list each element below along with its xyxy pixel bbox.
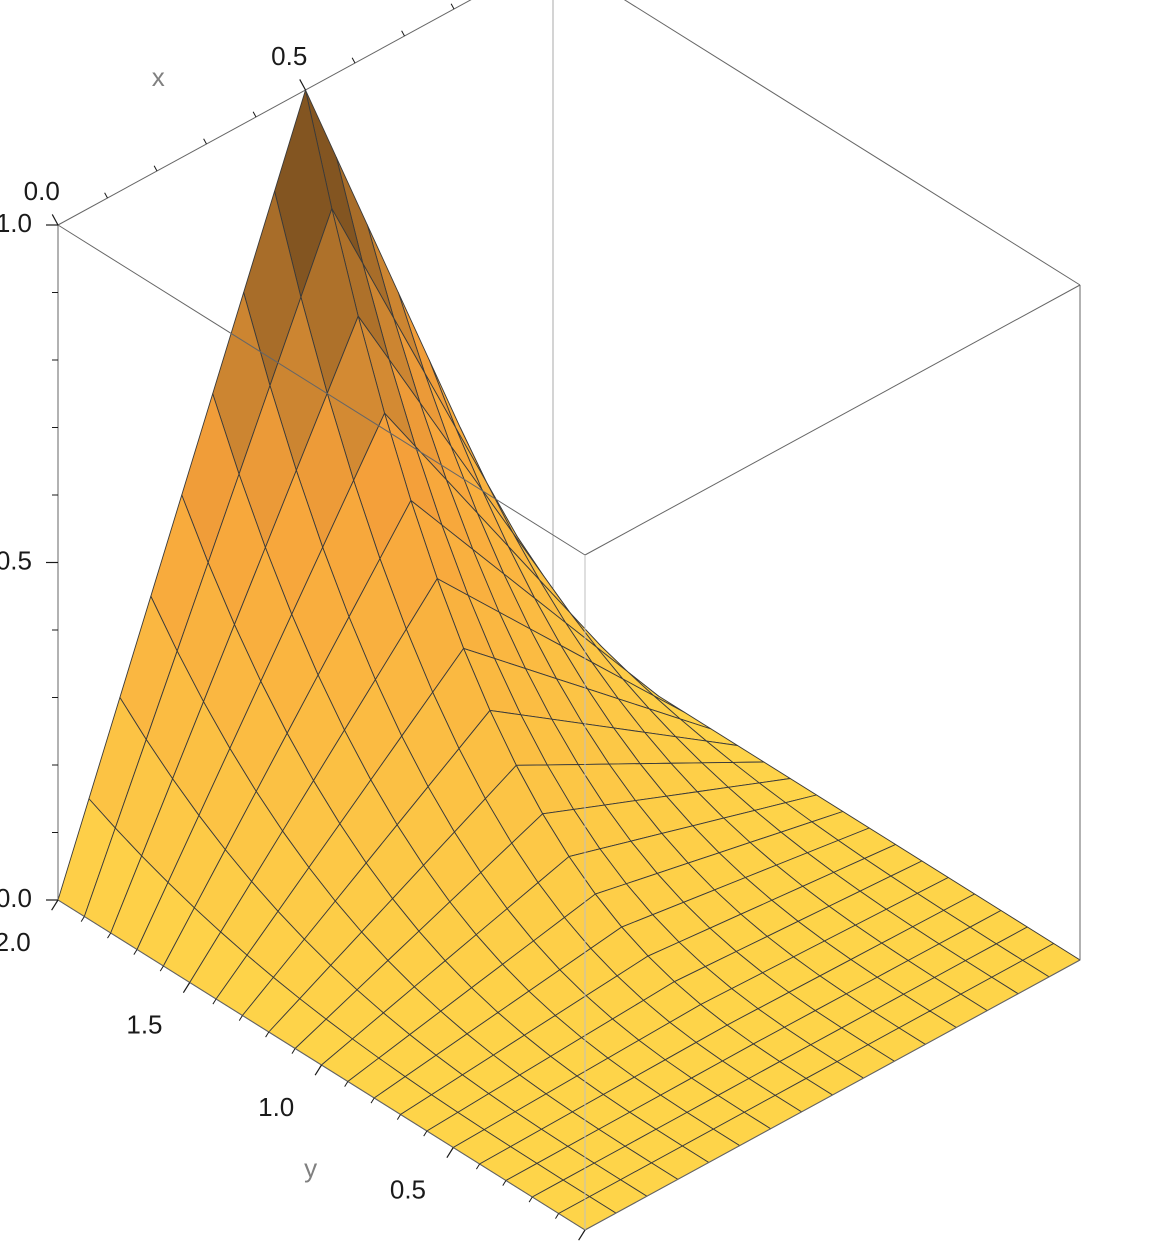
y-tick-label: 1.0 [258, 1092, 294, 1122]
x-tick-label: 0.5 [271, 41, 307, 71]
y-tick-label: 2.0 [0, 927, 31, 957]
y-tick-label: 0.5 [390, 1174, 426, 1204]
u-tick-label: 0.5 [0, 545, 32, 575]
u-tick-label: 1.0 [0, 208, 32, 238]
surface [58, 90, 1080, 1230]
y-axis-label: y [304, 1153, 317, 1183]
u-tick-label: 0.0 [0, 883, 32, 913]
x-tick-label: 0.0 [24, 176, 60, 206]
x-axis-label: x [152, 62, 165, 92]
plot3d-canvas: 0.00.51.0x0.00.51.01.52.0y0.00.51.0u [0, 0, 1155, 1247]
y-tick-label: 1.5 [126, 1009, 162, 1039]
